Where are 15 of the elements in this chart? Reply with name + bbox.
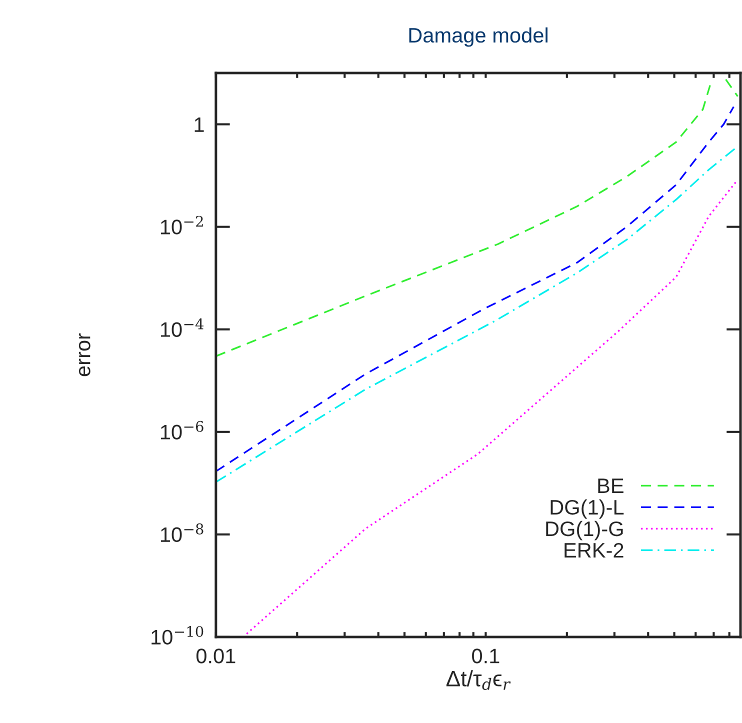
x-axis-title: Δt/τ$_{d}$ϵ$_{r}$	[446, 670, 511, 690]
y-tick-label: 10$^{−10}$	[152, 626, 204, 645]
legend-label: DG(1)-G	[546, 520, 623, 540]
y-tick-label: 10$^{−6}$	[160, 420, 204, 440]
legend-label: ERK-2	[564, 542, 624, 558]
chart-title: Damage model	[409, 27, 548, 47]
y-tick-label: 10$^{−4}$	[160, 318, 204, 337]
x-tick-label: 0.01	[196, 648, 236, 664]
legend-label: DG(1)-L	[550, 499, 624, 519]
y-tick-label: 10$^{−2}$	[160, 216, 203, 234]
y-tick-label: 10$^{−8}$	[160, 523, 204, 542]
x-tick-label: 0.1	[472, 648, 500, 664]
legend-label: BE	[598, 478, 624, 493]
y-axis-title: error	[78, 333, 90, 376]
y-tick-label: 1	[194, 118, 204, 132]
